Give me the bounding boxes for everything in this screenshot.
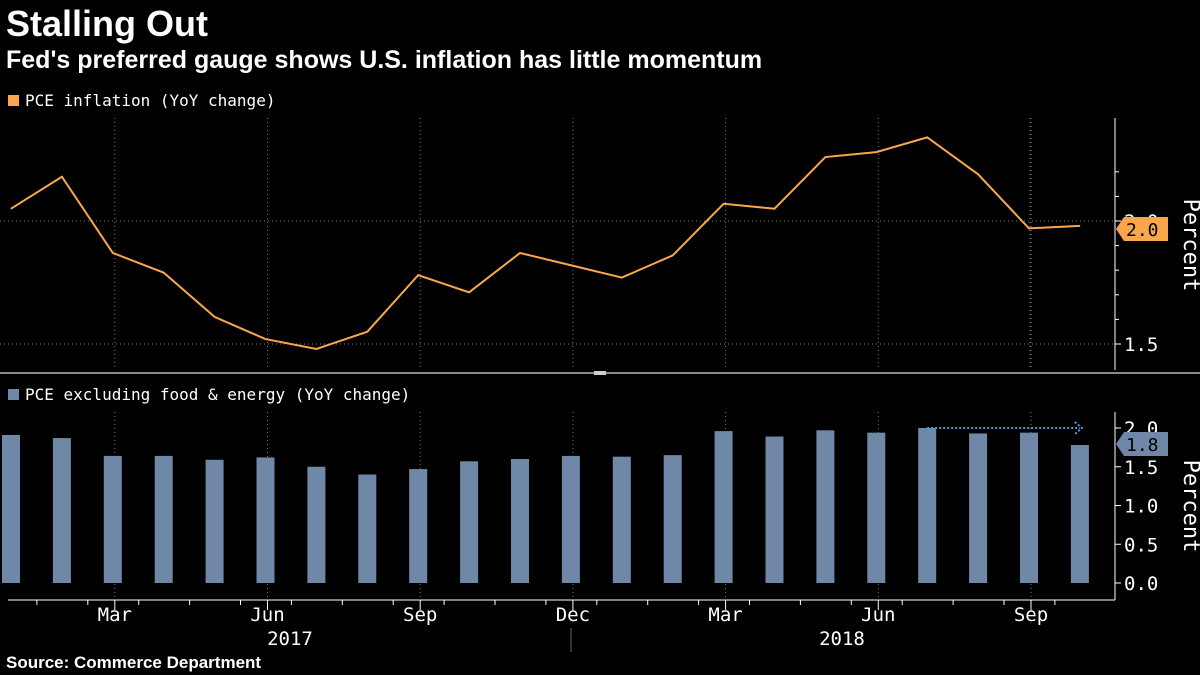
chart-title: Stalling Out: [6, 3, 208, 44]
top-y-ticks: 1.5 2.0: [1115, 171, 1158, 356]
legend-swatch-pce: [8, 95, 19, 106]
x-axis-ticks: Mar Jun Sep Dec Mar Jun Sep 2017 2018: [36, 600, 1056, 650]
pce-point-2017-12: [570, 264, 572, 266]
core-pce-bar-2018-01: [612, 456, 631, 583]
bottom-tick-label-0: 0.0: [1124, 573, 1158, 595]
pce-point-2018-03: [723, 203, 725, 205]
pce-line: [10, 136, 1080, 350]
pce-point-2018-07: [926, 136, 928, 138]
legend-label-core-pce: PCE excluding food & energy (YoY change): [25, 385, 410, 404]
pce-point-2018-01: [621, 277, 623, 279]
core-pce-bar-series: [2, 428, 1089, 583]
core-pce-bar-2017-12: [561, 455, 580, 583]
pce-point-2018-02: [672, 254, 674, 256]
pce-point-2017-09: [417, 274, 419, 276]
core-pce-bar-2017-05: [205, 459, 224, 583]
top-tick-label-0: 1.5: [1124, 334, 1158, 356]
pce-point-2017-04: [163, 272, 165, 274]
target-arrow-head: [1074, 421, 1084, 435]
core-pce-bar-2017-06: [256, 457, 275, 583]
x-month-label-4: Mar: [708, 604, 742, 626]
core-pce-bar-2017-11: [511, 459, 529, 583]
bottom-y-axis-label: Percent: [1178, 460, 1200, 553]
x-month-label-0: Mar: [98, 604, 132, 626]
pce-point-2018-08: [977, 173, 979, 175]
bottom-tick-label-1: 0.5: [1124, 534, 1158, 556]
x-month-label-2: Sep: [403, 604, 437, 626]
core-pce-bar-2018-09: [1020, 432, 1038, 583]
core-pce-bar-2018-04: [765, 436, 784, 583]
top-last-value-text: 2.0: [1126, 220, 1159, 241]
chart-subtitle: Fed's preferred gauge shows U.S. inflati…: [6, 46, 763, 74]
core-pce-bar-2018-02: [663, 455, 682, 583]
top-last-value-tag: 2.0: [1116, 217, 1168, 241]
core-pce-bar-2017-04: [154, 455, 173, 583]
top-y-axis-label: Percent: [1178, 199, 1200, 292]
pce-line-series: [10, 136, 1081, 350]
pce-point-2018-05: [824, 156, 826, 158]
x-year-label-0: 2017: [267, 628, 313, 650]
pce-point-2018-09: [1028, 227, 1030, 229]
core-pce-bar-2017-07: [307, 466, 326, 583]
core-pce-bar-2018-05: [816, 430, 835, 583]
bottom-tick-label-3: 1.5: [1124, 457, 1158, 479]
core-pce-bar-2017-08: [358, 474, 377, 583]
bottom-last-value-tag: 1.8: [1116, 432, 1168, 457]
top-last-value-badge: [1116, 217, 1168, 241]
core-pce-bar-2017-03: [103, 455, 122, 583]
core-pce-bar-2017-02: [52, 438, 71, 583]
pce-point-2017-03: [112, 252, 114, 254]
pce-point-2017-08: [366, 331, 368, 333]
core-pce-bar-2017-01: [2, 434, 20, 583]
bottom-last-value-text: 1.8: [1126, 435, 1159, 456]
core-pce-bar-2017-09: [409, 469, 428, 583]
x-month-label-1: Jun: [250, 604, 284, 626]
legend-swatch-core-pce: [8, 389, 19, 400]
x-month-label-3: Dec: [556, 604, 590, 626]
target-arrow: [927, 421, 1084, 435]
core-pce-bar-2018-07: [918, 428, 937, 583]
pce-point-2017-11: [519, 252, 521, 254]
bottom-tick-label-2: 1.0: [1124, 496, 1158, 518]
core-pce-bar-2018-06: [867, 432, 886, 583]
core-pce-bar-2018-03: [714, 431, 733, 583]
pce-point-2017-05: [214, 316, 216, 318]
pce-point-2017-02: [61, 176, 63, 178]
pce-point-2017-06: [265, 338, 266, 340]
top-gridlines: [0, 118, 1115, 370]
core-pce-bar-2018-08: [969, 433, 988, 583]
pce-point-2018-06: [875, 151, 877, 153]
core-pce-bar-2018-10: [1070, 445, 1089, 583]
legend-label-pce: PCE inflation (YoY change): [25, 91, 275, 110]
x-month-label-5: Jun: [861, 604, 895, 626]
pce-point-2017-01: [10, 208, 12, 210]
pce-point-2018-04: [774, 208, 775, 210]
bottom-last-value-badge: [1116, 432, 1168, 457]
x-month-label-6: Sep: [1014, 604, 1048, 626]
source-note: Source: Commerce Department: [6, 653, 262, 672]
core-pce-bar-2017-10: [460, 461, 479, 583]
x-year-label-1: 2018: [819, 628, 865, 650]
pce-point-2017-10: [468, 291, 470, 293]
pce-point-2017-07: [315, 348, 317, 350]
pce-point-2018-10: [1079, 225, 1081, 227]
